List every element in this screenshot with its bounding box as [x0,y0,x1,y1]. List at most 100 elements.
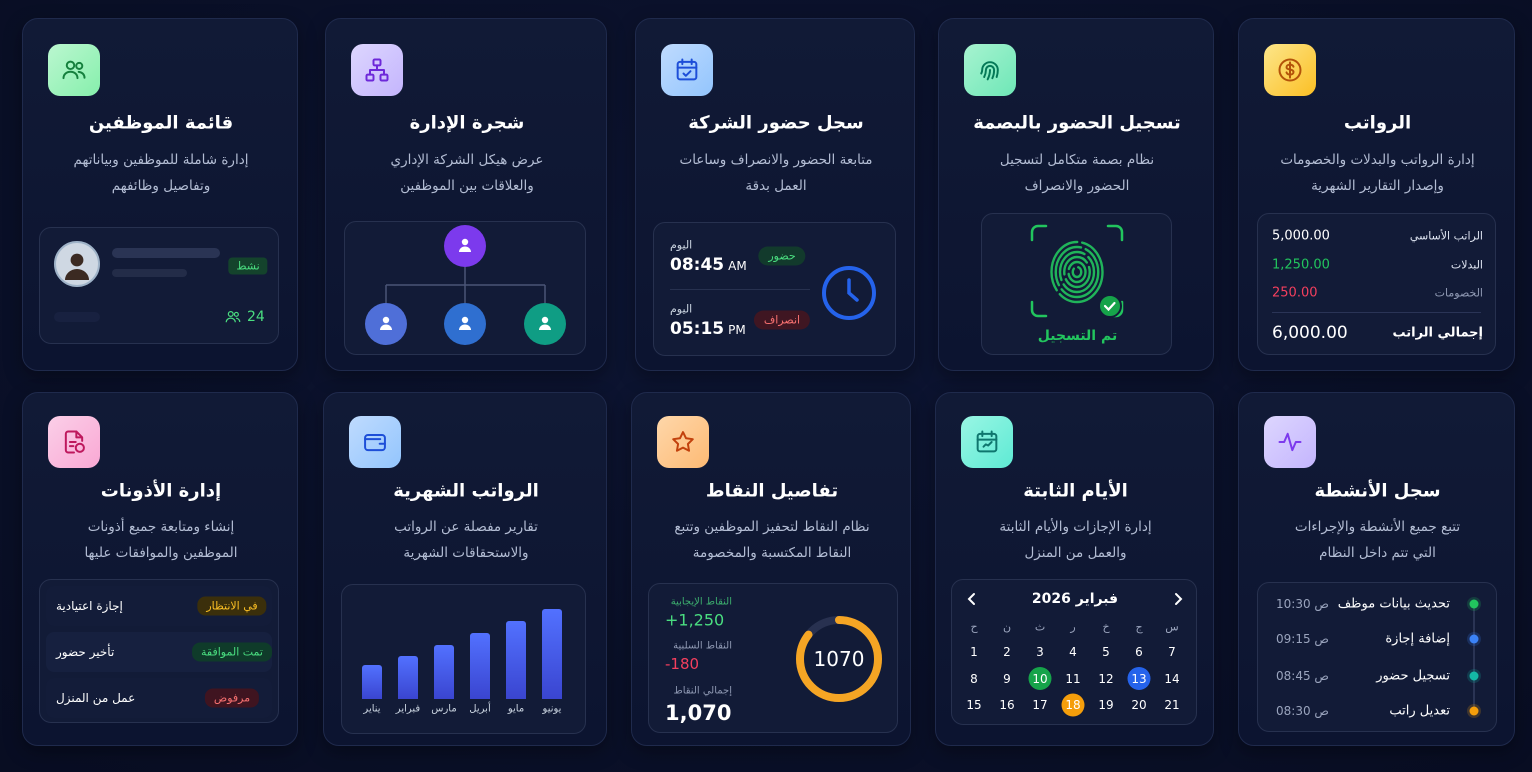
calendar-day: 17 [1032,698,1048,712]
salary-value: 1,250.00 [1272,257,1330,272]
card-icon [48,44,100,96]
salary-value: 250.00 [1272,285,1318,301]
person-body [380,324,392,330]
bar [506,621,526,699]
salary-label: الراتب الأساسي [1409,229,1483,243]
card-description: متابعة الحضور والانصراف وساعات [679,152,873,168]
card-icon [961,416,1013,468]
next-arrow [1175,593,1183,605]
card-icon [349,416,401,468]
clock-face [822,266,876,320]
weekday: س [1165,620,1179,634]
card-title: قائمة الموظفين [88,112,234,134]
attendance-time: 08:45 AM [670,255,747,275]
card-description: والاستحقاقات الشهرية [403,545,529,561]
icon-glyph [364,434,386,452]
widget-panel: إجازة اعتيادية في الانتظار تأخير حضور تمت ا… [39,579,279,723]
points-value: -180 [665,655,700,673]
salary-label: البدلات [1450,258,1483,271]
salary-total-label: إجمالي الراتب [1392,325,1483,341]
check-badge [1098,294,1122,318]
calendar-day: 18 [1065,698,1081,712]
widget-panel: النقاط الإيجابية +1,250 النقاط السلبية -180… [648,583,898,733]
month-label: أبريل [469,703,491,715]
widget-panel: الراتب الأساسي 5,000.00 البدلات 1,250.00 الخ… [1257,213,1496,355]
person-body [539,324,551,330]
icon-glyph [676,58,698,81]
card-title: تفاصيل النقاط [705,480,839,502]
bar [398,656,418,699]
weekday: ن [1002,620,1012,634]
attendance-day: اليوم [670,302,693,316]
person-head [461,316,469,324]
calendar-day: 21 [1164,698,1180,712]
card-title: سجل حضور الشركة [688,112,864,134]
calendar-day: 1 [970,645,978,659]
salary-total-value: 6,000.00 [1272,323,1348,343]
attendance-time: 05:15 PM [670,319,746,339]
salary-label: الخصومات [1434,286,1483,300]
icon-glyph [1278,432,1302,452]
calendar-day: 4 [1069,645,1077,659]
feature-card: إدارة الأذونات إنشاء ومتابعة جميع أذونات ا… [22,392,298,746]
calendar-day: 7 [1168,645,1176,659]
card-icon [657,416,709,468]
card-description: إنشاء ومتابعة جميع أذونات [87,519,235,535]
calendar-day: 5 [1102,645,1110,659]
calendar-day: 9 [1003,671,1011,686]
attendance-status: انصراف [753,310,811,330]
weekday: ر [1070,620,1076,634]
fingerprint-graphic [1030,224,1124,318]
day-highlight [1061,693,1085,717]
feature-card: سجل حضور الشركة متابعة الحضور والانصراف و… [635,18,915,371]
card-icon [1264,416,1316,468]
permission-name: إجازة اعتيادية [56,599,123,613]
feature-card: الرواتب الشهرية تقارير مفصلة عن الرواتب وا… [323,392,607,746]
card-description: إدارة شاملة للموظفين وبياناتهم [73,152,249,168]
widget-panel: اليوم 08:45 AM حضور اليوم 05:15 PM انصراف [653,222,896,356]
clock-graphic [822,266,876,320]
ring-value: 1070 [813,647,865,671]
activity-time: ص 08:45 [1276,669,1329,683]
feature-card: شجرة الإدارة عرض هيكل الشركة الإداري والعل… [325,18,607,371]
calendar-day: 12 [1098,671,1114,686]
timeline-dot [1469,634,1479,644]
weekday: ح [970,620,978,634]
feature-card: قائمة الموظفين إدارة شاملة للموظفين وبيان… [22,18,298,371]
person-head [382,316,390,324]
widget-panel: فبراير 2026 ح ن ث ر خ ج س 1 2 3 4 5 6 7 8 9 10 11 12 13 14 15 1… [951,579,1197,725]
feature-card: تسجيل الحضور بالبصمة نظام بصمة متكامل لتس… [938,18,1214,371]
timeline-dot [1469,671,1479,681]
bar [470,633,490,699]
month-label: مايو [507,703,525,715]
weekday: خ [1102,620,1110,634]
person-head [461,238,469,246]
icon-glyph [1278,58,1302,82]
permission-status: مرفوض [204,688,260,708]
month-label: يناير [363,703,381,715]
calendar-day: 15 [966,698,982,712]
fingerprint-ridge [1063,255,1091,289]
month-label: فبراير [395,703,421,715]
card-description: نظام بصمة متكامل لتسجيل [999,152,1155,168]
fingerprint-ridge [1067,260,1087,284]
employee-row [54,241,220,322]
calendar-graphic [967,593,1183,717]
icon-glyph [365,58,389,82]
timeline-dot [1469,706,1479,716]
tree-connector [385,267,546,303]
activity-text: تعديل راتب [1389,703,1450,719]
placeholder [54,312,100,322]
permission-name: تأخير حضور [56,645,115,659]
icon-glyph [672,431,694,452]
prev-arrow [967,593,975,605]
calendar-day: 11 [1065,671,1081,686]
card-description: عرض هيكل الشركة الإداري [390,152,544,168]
calendar-month: فبراير 2026 [1031,591,1119,607]
check-mark [1103,301,1116,312]
month-label: مارس [431,703,457,715]
bar [434,644,454,699]
fingerprint-ridge [1050,240,1104,304]
card-icon [48,416,100,468]
widget-panel: تحديث بيانات موظف ص 10:30 إضافة إجازة ص 09:… [1257,582,1497,732]
